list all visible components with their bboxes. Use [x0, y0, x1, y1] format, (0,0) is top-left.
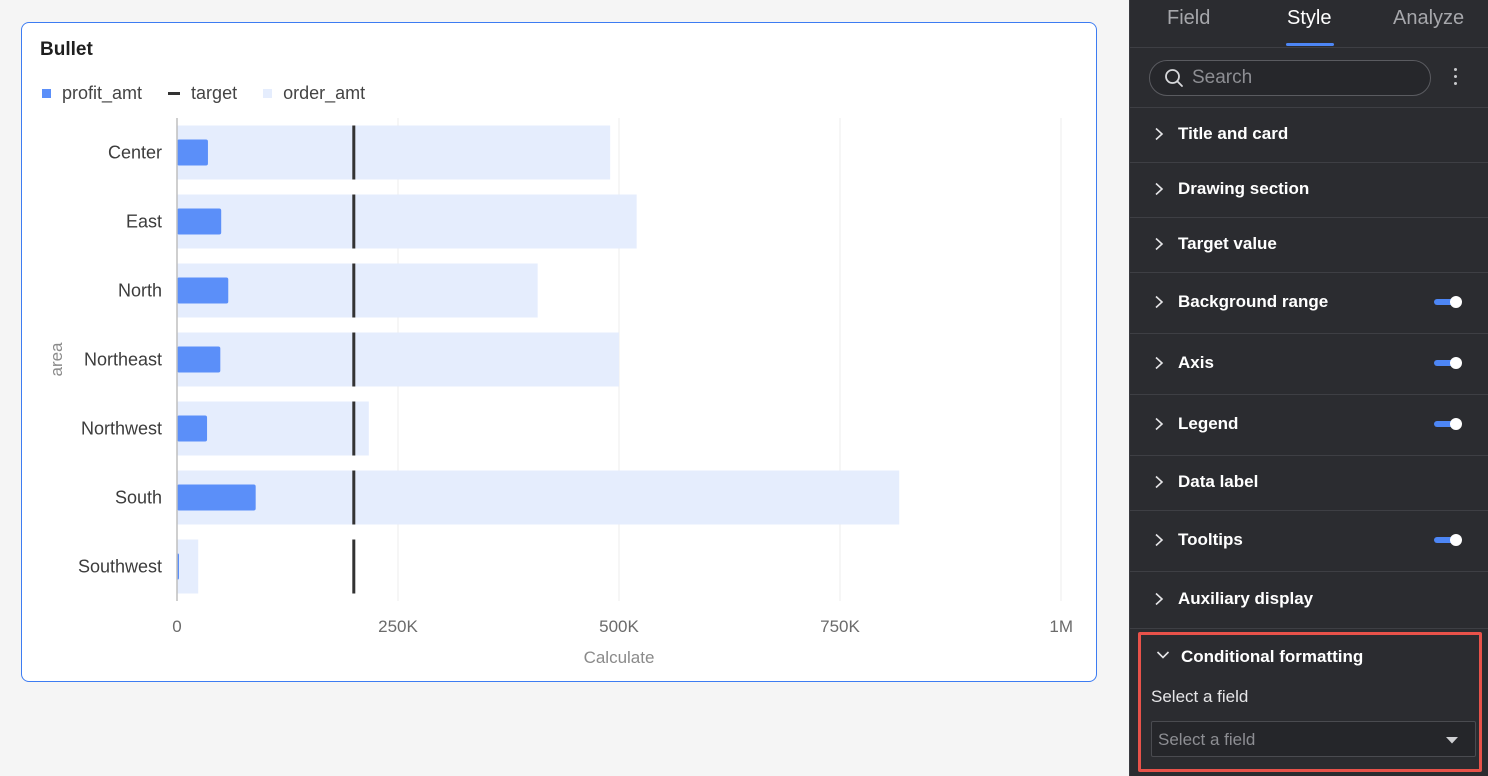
- conditional-formatting-title[interactable]: Conditional formatting: [1181, 647, 1364, 666]
- section-data-label[interactable]: Data label: [1130, 456, 1488, 511]
- chart-title: Bullet: [40, 39, 93, 60]
- chevron-right-icon[interactable]: [1154, 127, 1164, 141]
- bar-profit-amt[interactable]: [177, 484, 256, 511]
- tab-field[interactable]: Field: [1167, 7, 1211, 29]
- x-tick-label: 250K: [378, 617, 418, 636]
- section-label: Auxiliary display: [1178, 588, 1314, 608]
- legend-swatch-target: [168, 92, 181, 95]
- select-field-label: Select a field: [1151, 687, 1249, 706]
- more-options-icon[interactable]: [1449, 68, 1461, 88]
- search-icon: [1165, 69, 1183, 87]
- legend-swatch-order-amt: [263, 89, 273, 98]
- active-tab-indicator: [1286, 43, 1334, 46]
- target-marker[interactable]: [352, 539, 356, 594]
- bar-profit-amt[interactable]: [177, 208, 222, 235]
- section-axis[interactable]: Axis: [1130, 334, 1488, 395]
- tab-analyze[interactable]: Analyze: [1393, 7, 1465, 29]
- target-marker[interactable]: [352, 125, 356, 180]
- section-drawing-section[interactable]: Drawing section: [1130, 163, 1488, 218]
- search-box[interactable]: [1149, 60, 1431, 96]
- x-tick-label: 750K: [820, 617, 860, 636]
- section-label: Tooltips: [1178, 529, 1243, 549]
- chart-legend: profit_amt target order_amt: [42, 83, 391, 104]
- legend-swatch-profit-amt: [42, 89, 51, 98]
- chevron-right-icon[interactable]: [1154, 475, 1164, 489]
- conditional-formatting-section: Conditional formatting Select a field Se…: [1138, 632, 1482, 772]
- x-axis-title: Calculate: [584, 648, 655, 667]
- section-label: Data label: [1178, 471, 1259, 491]
- target-marker[interactable]: [352, 470, 356, 525]
- bar-order-amt[interactable]: [177, 194, 637, 249]
- field-select[interactable]: Select a field: [1151, 721, 1476, 757]
- legend-label-target: target: [191, 83, 238, 103]
- toggle-switch[interactable]: [1434, 417, 1462, 430]
- legend-label-profit-amt: profit_amt: [62, 83, 143, 103]
- caret-down-icon: [1446, 737, 1458, 744]
- bar-order-amt[interactable]: [177, 470, 900, 525]
- legend-item-profit-amt[interactable]: profit_amt: [42, 83, 142, 104]
- bar-profit-amt[interactable]: [177, 346, 221, 373]
- section-label: Background range: [1178, 291, 1329, 311]
- y-category-label: Northeast: [84, 350, 162, 370]
- chevron-right-icon[interactable]: [1154, 295, 1164, 309]
- y-category-label: South: [115, 488, 162, 508]
- toggle-switch[interactable]: [1434, 295, 1462, 308]
- section-tooltips[interactable]: Tooltips: [1130, 511, 1488, 572]
- section-label: Legend: [1178, 413, 1239, 433]
- y-category-label: Southwest: [78, 557, 162, 577]
- chevron-right-icon[interactable]: [1154, 237, 1164, 251]
- field-select-placeholder: Select a field: [1158, 730, 1256, 749]
- y-category-label: East: [126, 212, 162, 232]
- style-panel: Field Style Analyze Title and card Drawin…: [1129, 0, 1488, 776]
- target-marker[interactable]: [352, 194, 356, 249]
- chevron-right-icon[interactable]: [1154, 533, 1164, 547]
- tab-style[interactable]: Style: [1287, 7, 1332, 29]
- legend-item-order-amt[interactable]: order_amt: [263, 83, 365, 104]
- bullet-chart[interactable]: 0 250K 500K 750K 1M Center East North Northeast N…: [22, 23, 1096, 679]
- y-category-label: Center: [108, 143, 162, 163]
- y-axis-title: area: [47, 342, 66, 377]
- x-tick-label: 500K: [599, 617, 639, 636]
- search-row: [1130, 48, 1488, 108]
- bar-order-amt[interactable]: [177, 263, 538, 318]
- target-marker[interactable]: [352, 401, 356, 456]
- bar-order-amt[interactable]: [177, 332, 619, 387]
- bar-profit-amt[interactable]: [177, 415, 208, 442]
- x-tick-label: 1M: [1049, 617, 1073, 636]
- section-legend[interactable]: Legend: [1130, 395, 1488, 456]
- section-label: Drawing section: [1178, 178, 1310, 198]
- chart-card[interactable]: Bullet profit_amt target order_amt 0 250K…: [21, 22, 1097, 682]
- chevron-right-icon[interactable]: [1154, 182, 1164, 196]
- section-label: Axis: [1178, 352, 1214, 372]
- chevron-right-icon[interactable]: [1154, 356, 1164, 370]
- y-category-label: Northwest: [81, 419, 162, 439]
- section-title-and-card[interactable]: Title and card: [1130, 108, 1488, 163]
- bar-order-amt[interactable]: [177, 401, 369, 456]
- legend-item-target[interactable]: target: [168, 83, 237, 104]
- toggle-switch[interactable]: [1434, 533, 1462, 546]
- chevron-right-icon[interactable]: [1154, 417, 1164, 431]
- toggle-switch[interactable]: [1434, 356, 1462, 369]
- section-label: Target value: [1178, 233, 1277, 253]
- section-auxiliary-display[interactable]: Auxiliary display: [1130, 572, 1488, 629]
- bar-order-amt[interactable]: [177, 125, 611, 180]
- target-marker[interactable]: [352, 263, 356, 318]
- section-label: Title and card: [1178, 123, 1289, 143]
- chevron-down-icon[interactable]: [1156, 650, 1170, 660]
- y-category-label: North: [118, 281, 162, 301]
- chevron-right-icon[interactable]: [1154, 592, 1164, 606]
- legend-label-order-amt: order_amt: [283, 83, 366, 103]
- panel-tabs: Field Style Analyze: [1130, 0, 1488, 48]
- bar-profit-amt[interactable]: [177, 277, 229, 304]
- search-input[interactable]: [1192, 65, 1422, 91]
- section-background-range[interactable]: Background range: [1130, 273, 1488, 334]
- section-target-value[interactable]: Target value: [1130, 218, 1488, 273]
- bar-order-amt[interactable]: [177, 539, 199, 594]
- bar-profit-amt[interactable]: [177, 139, 208, 166]
- target-marker[interactable]: [352, 332, 356, 387]
- x-tick-label: 0: [172, 617, 181, 636]
